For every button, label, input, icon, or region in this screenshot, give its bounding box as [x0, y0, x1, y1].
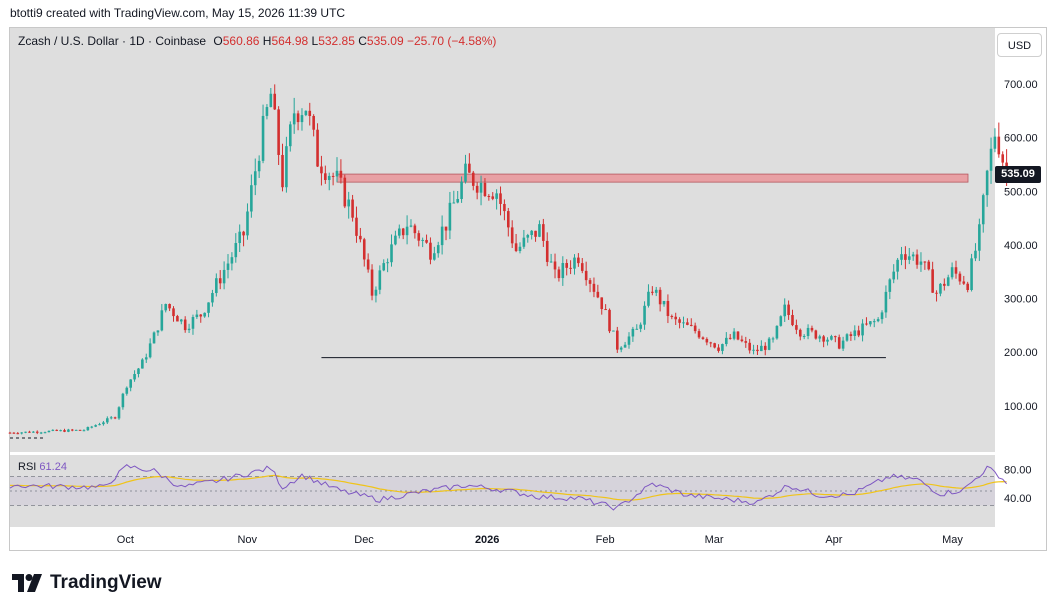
symbol-name[interactable]: Zcash / U.S. Dollar · 1D · Coinbase	[18, 34, 207, 48]
ohlc-open-label: O	[213, 34, 223, 48]
rsi-value: 61.24	[39, 461, 67, 473]
ohlc-open: 560.86	[222, 34, 260, 48]
pane-separator[interactable]	[10, 452, 995, 455]
tradingview-brand-text: TradingView	[50, 572, 162, 593]
ohlc-close-label: C	[358, 34, 367, 48]
last-price-tag: 535.09	[995, 166, 1041, 183]
rsi-legend: RSI 61.24	[18, 461, 67, 473]
ohlc-close: 535.09	[366, 34, 404, 48]
rsi-label[interactable]: RSI	[18, 461, 37, 473]
ohlc-high-label: H	[262, 34, 272, 48]
tradingview-logo[interactable]: TradingView	[12, 572, 162, 594]
symbol-legend: Zcash / U.S. Dollar · 1D · Coinbase O560…	[18, 34, 496, 48]
rsi-pane[interactable]	[10, 455, 995, 527]
ohlc-low-label: L	[311, 34, 319, 48]
ohlc-change: −25.70 (−4.58%)	[406, 34, 497, 48]
ohlc-low: 532.85	[318, 34, 355, 48]
price-pane[interactable]	[10, 28, 995, 452]
tradingview-logo-icon	[12, 574, 42, 592]
currency-button[interactable]: USD	[997, 33, 1042, 57]
attribution-text: btotti9 created with TradingView.com, Ma…	[10, 6, 346, 20]
ohlc-high: 564.98	[271, 34, 309, 48]
